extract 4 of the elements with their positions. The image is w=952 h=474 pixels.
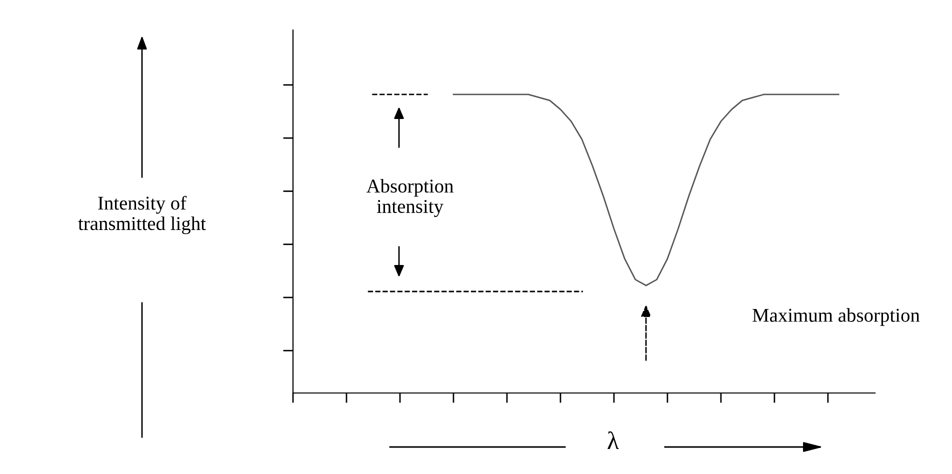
x-axis-title: λ	[608, 431, 619, 450]
annotation: Maximum absorption	[752, 308, 920, 326]
annotation: Absorption intensity	[366, 178, 454, 218]
y-axis-title: Intensity of transmitted light	[78, 196, 206, 234]
